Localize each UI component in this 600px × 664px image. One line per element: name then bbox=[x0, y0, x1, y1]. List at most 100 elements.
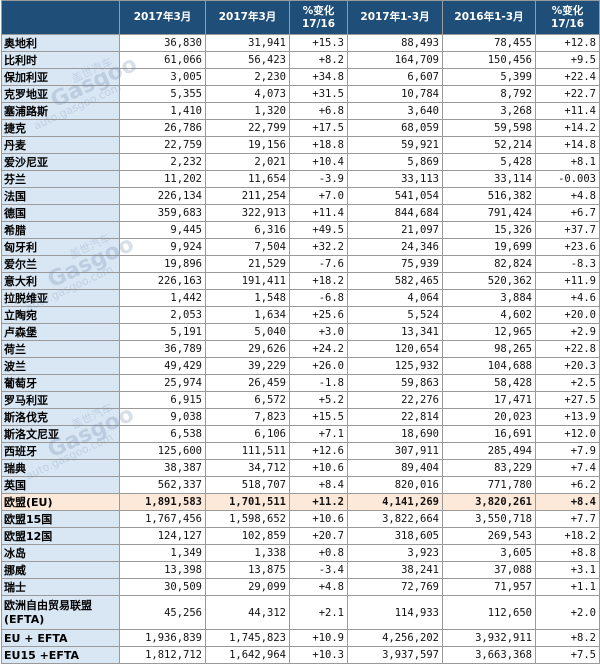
value-cell: +12.0 bbox=[535, 425, 600, 443]
table-row: 瑞典 38,387 34,712 +10.6 89,404 83,229 +7.4 bbox=[1, 459, 600, 477]
value-cell: +15.5 bbox=[289, 408, 348, 426]
table-row: 荷兰 36,789 29,626 +24.2 120,654 98,265 +22.8 bbox=[1, 340, 600, 358]
value-cell: 2,021 bbox=[205, 153, 290, 171]
table-row: 匈牙利 9,924 7,504 +32.2 24,346 19,699 +23.6 bbox=[1, 238, 600, 256]
value-cell: 7,823 bbox=[205, 408, 290, 426]
value-cell: 6,607 bbox=[347, 68, 443, 86]
value-cell: 6,316 bbox=[205, 221, 290, 239]
value-cell: 1,598,652 bbox=[205, 510, 290, 528]
value-cell: 52,214 bbox=[442, 136, 536, 154]
value-cell: 29,099 bbox=[205, 578, 290, 596]
value-cell: 562,337 bbox=[119, 476, 206, 494]
value-cell: 12,965 bbox=[442, 323, 536, 341]
value-cell: 19,896 bbox=[119, 255, 206, 273]
value-cell: 3,932,911 bbox=[442, 629, 536, 647]
country-cell: 德国 bbox=[1, 204, 120, 222]
value-cell: 6,915 bbox=[119, 391, 206, 409]
value-cell: 318,605 bbox=[347, 527, 443, 545]
value-cell: +10.3 bbox=[289, 646, 348, 664]
table-row: 欧盟12国 124,127 102,859 +20.7 318,605 269,543 +1… bbox=[1, 527, 600, 545]
value-cell: 6,538 bbox=[119, 425, 206, 443]
value-cell: 1,936,839 bbox=[119, 629, 206, 647]
value-cell: +26.0 bbox=[289, 357, 348, 375]
value-cell: -3.9 bbox=[289, 170, 348, 188]
value-cell: 22,276 bbox=[347, 391, 443, 409]
value-cell: 4,064 bbox=[347, 289, 443, 307]
country-cell: 捷克 bbox=[1, 119, 120, 137]
value-cell: 1,634 bbox=[205, 306, 290, 324]
value-cell: +8.2 bbox=[289, 51, 348, 69]
value-cell: 5,399 bbox=[442, 68, 536, 86]
value-cell: 4,141,269 bbox=[347, 493, 443, 511]
value-cell: -0.003 bbox=[535, 170, 600, 188]
table-row: EU + EFTA 1,936,839 1,745,823 +10.9 4,256,20… bbox=[1, 629, 600, 647]
header-row: 2017年3月 2017年3月 %变化 17/16 2017年1-3月 2016… bbox=[1, 0, 600, 35]
value-cell: +10.4 bbox=[289, 153, 348, 171]
value-cell: 3,663,368 bbox=[442, 646, 536, 664]
table-row: 波兰 49,429 39,229 +26.0 125,932 104,688 +20.3 bbox=[1, 357, 600, 375]
value-cell: 5,355 bbox=[119, 85, 206, 103]
value-cell: 111,511 bbox=[205, 442, 290, 460]
value-cell: +12.6 bbox=[289, 442, 348, 460]
value-cell: 5,869 bbox=[347, 153, 443, 171]
value-cell: 39,229 bbox=[205, 357, 290, 375]
value-cell: +11.4 bbox=[289, 204, 348, 222]
value-cell: 3,923 bbox=[347, 544, 443, 562]
country-cell: 爱沙尼亚 bbox=[1, 153, 120, 171]
table-row: 保加利亚 3,005 2,230 +34.8 6,607 5,399 +22.4 bbox=[1, 68, 600, 86]
table-row: 西班牙 125,600 111,511 +12.6 307,911 285,494 +7.9 bbox=[1, 442, 600, 460]
value-cell: +10.6 bbox=[289, 510, 348, 528]
country-cell: 波兰 bbox=[1, 357, 120, 375]
table-row: 希腊 9,445 6,316 +49.5 21,097 15,326 +37.7 bbox=[1, 221, 600, 239]
value-cell: +18.2 bbox=[289, 272, 348, 290]
value-cell: +4.6 bbox=[535, 289, 600, 307]
value-cell: 36,789 bbox=[119, 340, 206, 358]
value-cell: 36,830 bbox=[119, 34, 206, 52]
value-cell: 25,974 bbox=[119, 374, 206, 392]
country-cell: 芬兰 bbox=[1, 170, 120, 188]
value-cell: +11.4 bbox=[535, 102, 600, 120]
value-cell: 226,134 bbox=[119, 187, 206, 205]
value-cell: 1,410 bbox=[119, 102, 206, 120]
country-cell: 斯洛文尼亚 bbox=[1, 425, 120, 443]
value-cell: 1,442 bbox=[119, 289, 206, 307]
value-cell: 5,524 bbox=[347, 306, 443, 324]
value-cell: +32.2 bbox=[289, 238, 348, 256]
country-cell: 西班牙 bbox=[1, 442, 120, 460]
value-cell: 125,600 bbox=[119, 442, 206, 460]
country-cell: 英国 bbox=[1, 476, 120, 494]
table-row: 塞浦路斯 1,410 1,320 +6.8 3,640 3,268 +11.4 bbox=[1, 102, 600, 120]
value-cell: +4.8 bbox=[289, 578, 348, 596]
value-cell: 322,913 bbox=[205, 204, 290, 222]
header-cell bbox=[1, 0, 120, 35]
value-cell: +20.3 bbox=[535, 357, 600, 375]
value-cell: 3,640 bbox=[347, 102, 443, 120]
value-cell: 44,312 bbox=[205, 595, 290, 630]
table-row: 奥地利 36,830 31,941 +15.3 88,493 78,455 +12.8 bbox=[1, 34, 600, 52]
country-cell: 斯洛伐克 bbox=[1, 408, 120, 426]
header-cell: 2016年1-3月 bbox=[442, 0, 536, 35]
value-cell: 78,455 bbox=[442, 34, 536, 52]
value-cell: +11.2 bbox=[289, 493, 348, 511]
table-row: 比利时 61,066 56,423 +8.2 164,709 150,456 +9.5 bbox=[1, 51, 600, 69]
value-cell: 17,471 bbox=[442, 391, 536, 409]
value-cell: +8.4 bbox=[535, 493, 600, 511]
value-cell: 2,232 bbox=[119, 153, 206, 171]
value-cell: 1,701,511 bbox=[205, 493, 290, 511]
value-cell: 31,941 bbox=[205, 34, 290, 52]
value-cell: +7.4 bbox=[535, 459, 600, 477]
country-cell: 希腊 bbox=[1, 221, 120, 239]
value-cell: -8.3 bbox=[535, 255, 600, 273]
header-cell: 2017年1-3月 bbox=[347, 0, 443, 35]
value-cell: +4.8 bbox=[535, 187, 600, 205]
value-cell: 3,822,664 bbox=[347, 510, 443, 528]
value-cell: +6.7 bbox=[535, 204, 600, 222]
country-cell: 克罗地亚 bbox=[1, 85, 120, 103]
value-cell: 68,059 bbox=[347, 119, 443, 137]
value-cell: +0.8 bbox=[289, 544, 348, 562]
value-cell: +3.1 bbox=[535, 561, 600, 579]
value-cell: 124,127 bbox=[119, 527, 206, 545]
value-cell: 16,691 bbox=[442, 425, 536, 443]
value-cell: 9,924 bbox=[119, 238, 206, 256]
